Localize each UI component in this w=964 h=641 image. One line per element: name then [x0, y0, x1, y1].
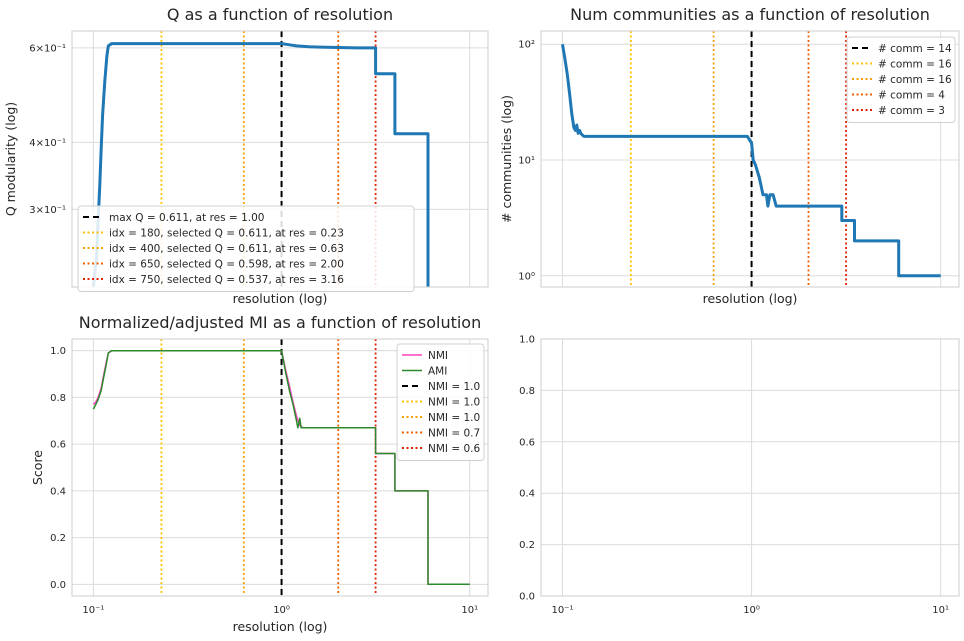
series-line: [92, 349, 470, 586]
legend-box: [77, 205, 415, 292]
y-tick-label: 0.2: [50, 533, 66, 544]
y-tick-label: 1.0: [519, 335, 535, 346]
legend-label: NMI = 1.0: [428, 412, 480, 424]
legend: NMI AMI NMI = 1.0 NMI = 1.0 NMI = 1.0 NMI = 0…: [396, 343, 485, 461]
y-tick-label: 0.4: [50, 486, 66, 497]
y-tick-label: 1.0: [50, 346, 66, 357]
legend-label: # comm = 16: [878, 59, 952, 71]
chart-empty: 1.0 0.8 0.6 0.4 0.2 0.0 10⁻¹ 10⁰ 10¹: [519, 335, 960, 616]
y-tick-label: 0.6: [519, 437, 535, 448]
legend-label: AMI: [428, 366, 447, 378]
legend-label: NMI = 0.6: [428, 443, 481, 455]
legend-label: NMI: [428, 350, 448, 362]
legend-label: # comm = 3: [878, 105, 945, 117]
y-axis-label: Score: [30, 450, 45, 485]
plot-content: [92, 339, 470, 596]
legend: # comm = 14 # comm = 16 # comm = 16 # comm …: [846, 36, 956, 123]
legend-label: # comm = 4: [878, 90, 945, 102]
chart-comm: 10² 10¹ 10⁰ Num communities as a function o…: [499, 5, 960, 306]
plot-frame: [540, 30, 960, 288]
y-tick-label: 0.0: [50, 580, 66, 591]
legend-box: [396, 343, 485, 461]
plot-content: [561, 31, 941, 287]
chart-title: Num communities as a function of resolut…: [570, 5, 930, 24]
legend-label: NMI = 1.0: [428, 381, 480, 393]
chart-mi: 1.0 0.8 0.6 0.4 0.2 0.0 10⁻¹ 10⁰ 10¹ Normalized/a…: [30, 313, 489, 634]
legend-label: # comm = 14: [878, 43, 952, 55]
x-axis-label: resolution (log): [703, 291, 798, 306]
legend-label: NMI = 0.7: [428, 428, 480, 440]
y-tick-label: 0.4: [519, 489, 535, 500]
x-axis-label: resolution (log): [233, 619, 328, 634]
x-tick-label: 10⁰: [273, 605, 290, 616]
y-tick-label: 6×10⁻¹: [29, 43, 66, 54]
x-axis-label: resolution (log): [233, 291, 328, 306]
y-axis-label: # communities (log): [499, 95, 514, 223]
y-tick-label: 10¹: [518, 155, 535, 166]
y-tick-label: 4×10⁻¹: [29, 138, 66, 149]
y-tick-label: 10⁰: [518, 271, 535, 282]
y-tick-label: 10²: [518, 40, 535, 51]
x-tick-label: 10⁻¹: [82, 605, 104, 616]
legend-label: idx = 650, selected Q = 0.598, at res = …: [109, 259, 344, 271]
x-tick-label: 10⁰: [743, 605, 760, 616]
chart-title: Q as a function of resolution: [167, 5, 393, 24]
x-tick-label: 10¹: [932, 605, 949, 616]
chart-q: 6×10⁻¹ 4×10⁻¹ 3×10⁻¹ Q as a function of res…: [3, 5, 489, 306]
legend-label: NMI = 1.0: [428, 397, 480, 409]
x-tick-label: 10⁻¹: [551, 605, 573, 616]
legend-label: idx = 180, selected Q = 0.611, at res = …: [109, 228, 344, 240]
series-line: [91, 42, 430, 287]
y-tick-label: 0.2: [519, 540, 535, 551]
plot-frame: [540, 338, 960, 597]
y-tick-label: 0.0: [519, 592, 535, 603]
legend: max Q = 0.611, at res = 1.00 idx = 180, s…: [77, 205, 415, 292]
series-line: [561, 43, 941, 278]
y-tick-label: 0.8: [50, 393, 66, 404]
y-tick-label: 3×10⁻¹: [29, 205, 66, 216]
x-tick-label: 10¹: [461, 605, 478, 616]
chart-title: Normalized/adjusted MI as a function of …: [79, 313, 481, 332]
y-tick-label: 0.6: [50, 440, 66, 451]
y-axis-label: Q modularity (log): [3, 102, 18, 216]
plot-frame: [71, 338, 489, 597]
legend-box: [846, 36, 956, 123]
legend-label: max Q = 0.611, at res = 1.00: [109, 212, 264, 224]
plot-area: [541, 339, 959, 596]
legend-label: idx = 750, selected Q = 0.537, at res = …: [109, 274, 344, 286]
legend-label: idx = 400, selected Q = 0.611, at res = …: [109, 243, 344, 255]
legend-label: # comm = 16: [878, 74, 952, 86]
y-tick-label: 0.8: [519, 386, 535, 397]
